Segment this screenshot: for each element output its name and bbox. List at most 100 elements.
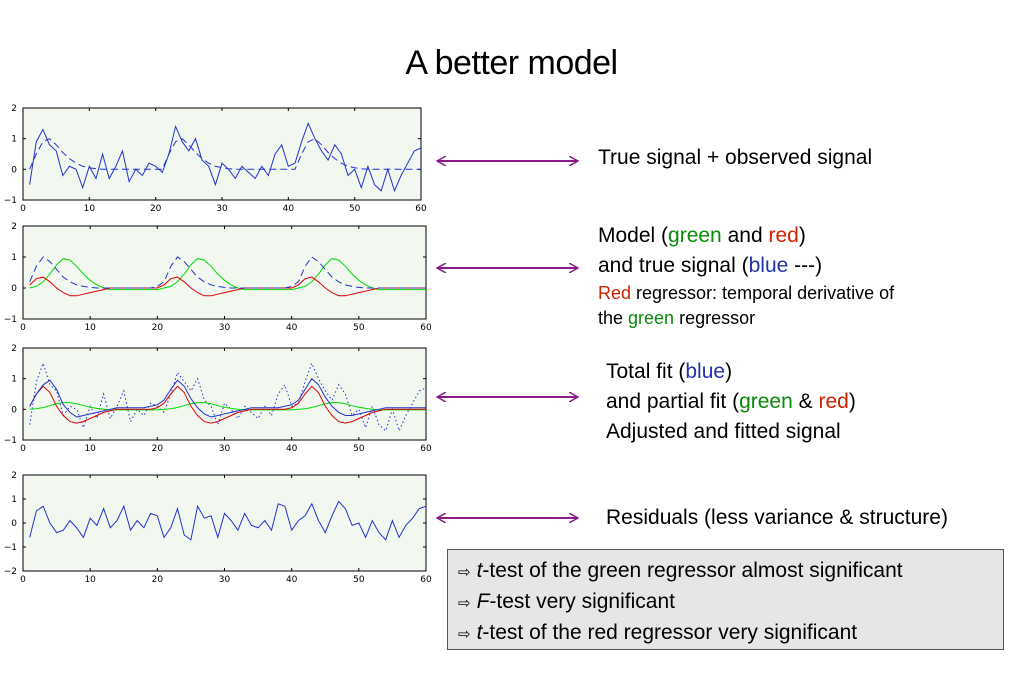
caption-3-l3: Adjusted and fitted signal (606, 420, 841, 443)
note-1-stat: t (476, 559, 483, 582)
note-line-3: ⇨ t-test of the red regressor very signif… (458, 618, 1003, 649)
caption-true-observed: True signal + observed signal (598, 143, 872, 173)
caption-2-line-2: and true signal (blue ---) (598, 251, 894, 281)
y-tick-label: 1 (11, 253, 17, 263)
y-tick-label: −1 (4, 543, 17, 553)
page-title: A better model (405, 44, 618, 82)
x-tick-label: 10 (84, 444, 96, 454)
x-tick-label: 20 (152, 575, 164, 585)
caption-4-text: Residuals (less variance & structure) (606, 506, 948, 529)
caption-2-l3-b: regressor: temporal derivative of (631, 283, 895, 303)
x-tick-label: 10 (84, 323, 96, 333)
series-line-4 (29, 377, 426, 418)
caption-3-l1-b: ) (725, 360, 733, 383)
caption-residuals: Residuals (less variance & structure) (606, 503, 948, 533)
y-tick-label: −1 (4, 196, 17, 206)
plot-frame (22, 474, 427, 572)
series-line-1 (29, 121, 422, 193)
y-tick-label: −2 (4, 567, 17, 577)
arrow-right-icon: ⇨ (458, 594, 471, 612)
caption-1-text: True signal + observed signal (598, 146, 873, 169)
caption-fit: Total fit (blue) and partial fit (green … (606, 357, 856, 447)
note-3-stat: t (476, 621, 483, 644)
x-tick-label: 0 (20, 575, 26, 585)
caption-2-l2-a: and true signal ( (598, 254, 749, 277)
caption-3-l2-red: red (818, 390, 849, 413)
y-tick-label: −1 (4, 315, 17, 325)
y-tick-label: 0 (11, 405, 17, 415)
caption-2-line-4: the green regressor (598, 306, 894, 331)
caption-2-l2-b: ---) (788, 254, 823, 277)
caption-3-l1-blue: blue (685, 360, 726, 383)
y-tick-label: 0 (11, 284, 17, 294)
x-tick-label: 30 (219, 444, 231, 454)
x-tick-label: 20 (152, 323, 164, 333)
y-tick-label: 2 (11, 344, 17, 354)
series-line-3 (29, 385, 426, 424)
x-tick-label: 50 (353, 323, 365, 333)
x-tick-label: 30 (219, 323, 231, 333)
series-line-3 (29, 256, 426, 289)
series-line-2 (29, 138, 421, 170)
series-line-1 (29, 258, 426, 291)
caption-3-l1-a: Total fit ( (606, 360, 686, 383)
arrow-right-icon: ⇨ (458, 563, 471, 581)
caption-2-line-3: Red regressor: temporal derivative of (598, 281, 894, 306)
caption-3-l2-a: and partial fit ( (606, 390, 740, 413)
caption-2-l4-b: regressor (674, 308, 756, 328)
y-tick-label: 1 (11, 135, 17, 145)
series-line-2 (29, 402, 426, 411)
note-line-2: ⇨ F-test very significant (458, 587, 1003, 618)
x-tick-label: 50 (349, 204, 361, 214)
plot-frame (22, 107, 422, 201)
y-tick-label: 0 (11, 519, 17, 529)
arrow-right-icon: ⇨ (458, 625, 471, 643)
plot-residuals: 0 10 20 30 40 50 60 −2 −1 0 1 2 (4, 471, 432, 585)
x-tick-label: 40 (283, 204, 295, 214)
x-tick-label: 0 (20, 444, 26, 454)
x-tick-label: 20 (152, 444, 164, 454)
caption-2-l1-a: Model ( (598, 224, 669, 247)
note-2-stat: F (476, 590, 490, 613)
caption-3-l2-c: ) (848, 390, 856, 413)
caption-model: Model ( green and red) and true signal (b… (598, 221, 894, 331)
x-tick-label: 60 (420, 444, 432, 454)
caption-2-l4-a: the (598, 308, 629, 328)
plot-frame (22, 225, 427, 320)
caption-3-l2-green: green (739, 390, 793, 413)
series-line-1 (29, 500, 427, 541)
x-tick-label: 40 (286, 444, 298, 454)
x-tick-label: 60 (415, 204, 427, 214)
y-tick-label: 2 (11, 222, 17, 232)
caption-2-l1-c: ) (798, 224, 806, 247)
y-tick-label: 0 (11, 165, 17, 175)
x-tick-label: 10 (84, 575, 96, 585)
x-tick-label: 60 (420, 323, 432, 333)
note-2-text: -test very significant (489, 590, 675, 613)
x-tick-label: 50 (353, 575, 365, 585)
y-tick-label: 1 (11, 375, 17, 385)
y-tick-label: 1 (11, 495, 17, 505)
x-tick-label: 10 (84, 204, 96, 214)
caption-2-l1-b: and (721, 224, 769, 247)
caption-3-line-2: and partial fit (green & red) (606, 387, 856, 417)
y-tick-label: 2 (11, 471, 17, 481)
caption-2-l2-blue: blue (748, 254, 789, 277)
note-1-text: -test of the green regressor almost sign… (482, 559, 903, 582)
caption-3-l2-b: & (792, 390, 819, 413)
caption-3-line-1: Total fit (blue) (606, 357, 856, 387)
x-tick-label: 0 (20, 204, 26, 214)
x-tick-label: 30 (219, 575, 231, 585)
series-line-2 (29, 276, 426, 297)
caption-3-line-3: Adjusted and fitted signal (606, 417, 856, 447)
plot-frame (22, 347, 427, 441)
caption-2-l1-red: red (768, 224, 799, 247)
caption-2-l3-red: Red (598, 283, 632, 303)
note-3-text: -test of the red regressor very signific… (482, 621, 858, 644)
note-line-1: ⇨ t-test of the green regressor almost si… (458, 556, 1003, 587)
caption-2-l4-green: green (628, 308, 675, 328)
